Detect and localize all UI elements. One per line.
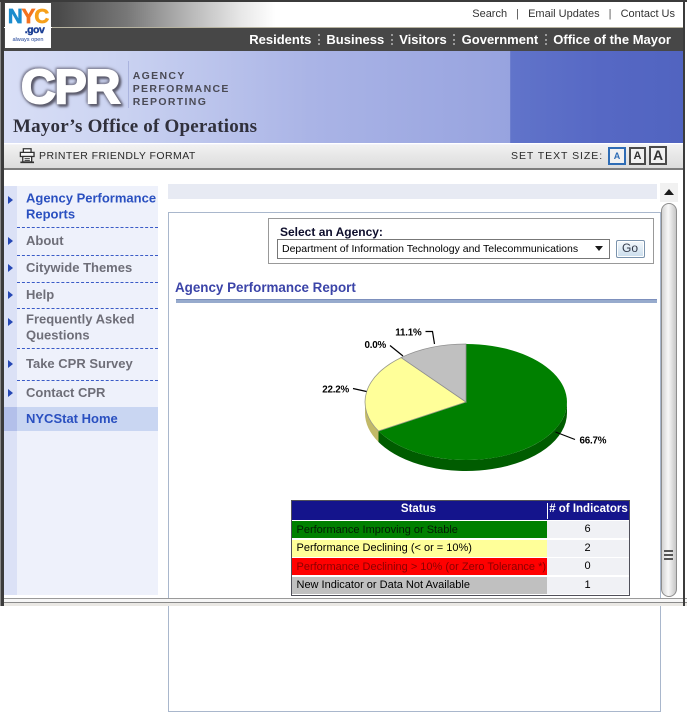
svg-text:11.1%: 11.1% [395, 328, 422, 339]
svg-text:22.2%: 22.2% [322, 384, 349, 395]
svg-text:66.7%: 66.7% [580, 436, 607, 447]
svg-text:CPR: CPR [21, 61, 120, 114]
svg-text:0.0%: 0.0% [364, 340, 386, 351]
